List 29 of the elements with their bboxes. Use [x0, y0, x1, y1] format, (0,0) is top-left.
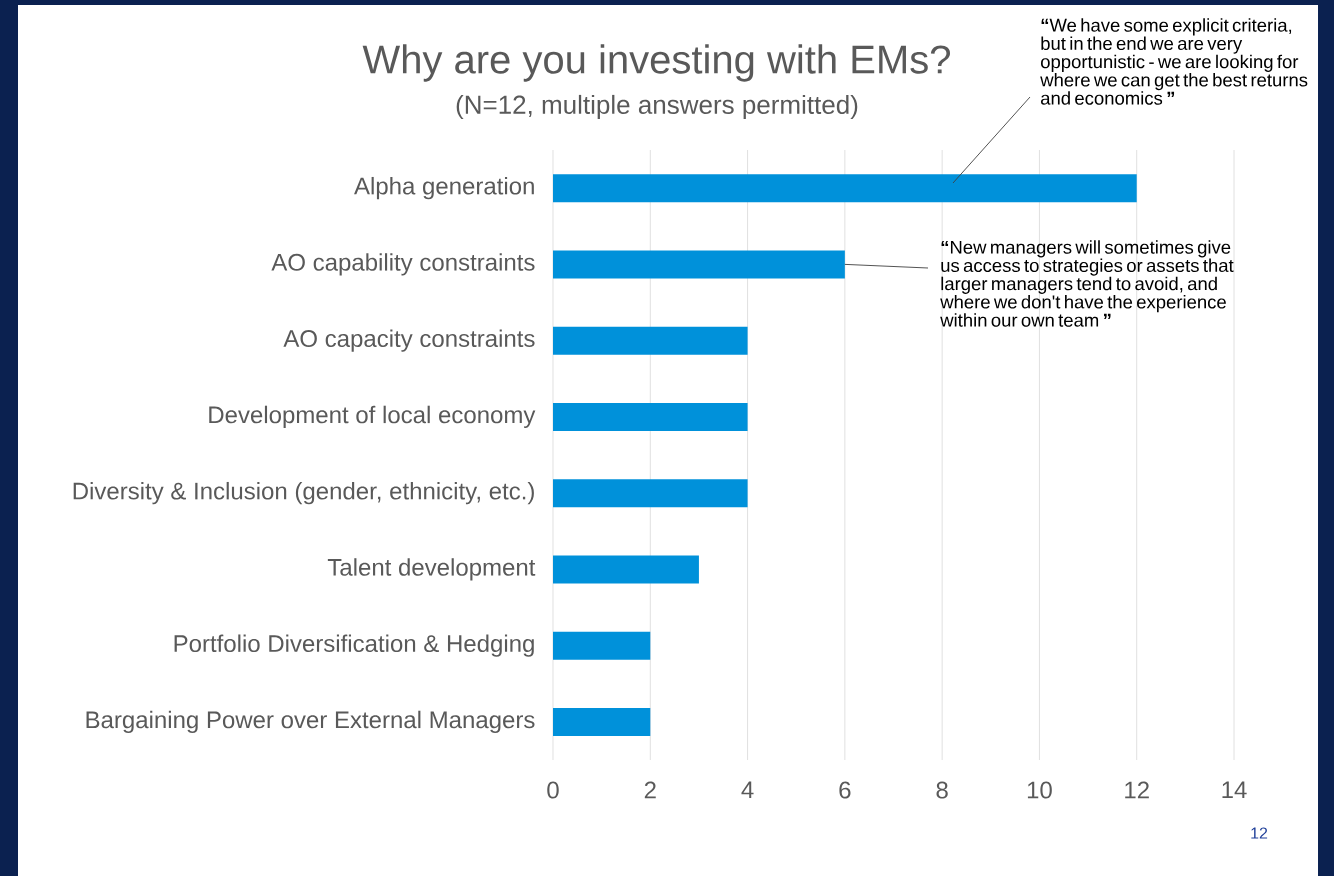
text: 12: [1251, 827, 1268, 839]
x-tick-label: 0: [547, 781, 559, 799]
y-tick-label: Talent development: [327, 558, 536, 581]
x-tick-label: 14: [1222, 781, 1247, 799]
text: “We have some explicit criteria, but in the end we are very opportunistic - we are looking for where we can get the best returns and economics ”: [1040, 18, 1308, 105]
y-tick-label: Bargaining Power over External Managers: [86, 710, 535, 734]
bar: [553, 174, 1137, 203]
bar: [553, 479, 748, 508]
x-tick-label: 4: [741, 781, 754, 799]
y-tick-label: Diversity & Inclusion (gender, ethnicity, etc.): [73, 481, 534, 505]
x-tick-label: 10: [1027, 781, 1052, 799]
x-tick-label: 12: [1125, 781, 1149, 799]
y-tick-label: AO capability constraints: [271, 253, 535, 276]
bar: [553, 631, 651, 660]
y-tick-label: Development of local economy: [209, 405, 536, 429]
chart-title: Why are you investing with EMs?: [362, 44, 951, 82]
x-tick-label: 6: [839, 781, 851, 799]
annotation: “New managers will sometimes give us access to strategies or assets that larger managers tend to avoid, and where we don't have the experience within our own team ”: [940, 240, 1234, 327]
bar: [553, 555, 699, 584]
bar: [553, 326, 748, 355]
y-tick-label: AO capacity constraints: [283, 329, 535, 352]
bar: [553, 250, 845, 279]
y-tick-label: Portfolio Diversification & Hedging: [174, 634, 534, 657]
chart-subtitle: (N=12, multiple answers permitted): [456, 94, 858, 120]
bar: [553, 402, 748, 431]
bar: [553, 707, 651, 736]
y-tick-label: Alpha generation: [354, 176, 534, 200]
x-tick-label: 2: [644, 781, 656, 799]
x-tick-label: 8: [936, 781, 948, 799]
